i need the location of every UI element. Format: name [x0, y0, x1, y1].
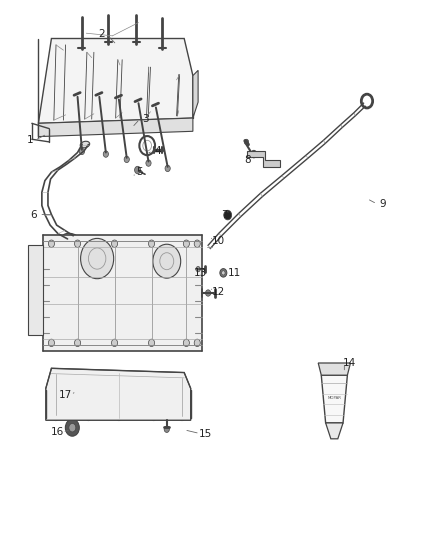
Circle shape: [69, 423, 76, 432]
Text: 3: 3: [142, 114, 148, 124]
Circle shape: [160, 48, 165, 54]
Circle shape: [79, 148, 85, 155]
Text: 17: 17: [59, 390, 72, 400]
Circle shape: [196, 266, 200, 272]
Circle shape: [106, 43, 111, 49]
Polygon shape: [325, 423, 343, 439]
Circle shape: [112, 240, 117, 247]
Circle shape: [146, 160, 151, 166]
Circle shape: [194, 240, 200, 247]
Circle shape: [103, 151, 109, 157]
Circle shape: [148, 240, 155, 247]
Text: 13: 13: [194, 268, 207, 278]
Circle shape: [184, 339, 189, 346]
Text: 5: 5: [137, 167, 143, 177]
Text: 11: 11: [228, 268, 241, 278]
Circle shape: [48, 339, 54, 346]
Circle shape: [220, 269, 227, 277]
Polygon shape: [247, 151, 280, 167]
Text: 4: 4: [155, 146, 161, 156]
Circle shape: [124, 156, 129, 163]
Text: 6: 6: [31, 209, 37, 220]
Polygon shape: [193, 70, 198, 118]
Text: 10: 10: [212, 236, 225, 246]
Polygon shape: [28, 245, 43, 335]
Circle shape: [134, 166, 141, 174]
Circle shape: [65, 419, 79, 436]
Text: 12: 12: [212, 287, 225, 297]
Circle shape: [224, 211, 232, 220]
Circle shape: [74, 339, 81, 346]
Polygon shape: [318, 363, 350, 375]
Circle shape: [116, 415, 121, 421]
Text: 15: 15: [198, 429, 212, 439]
Circle shape: [81, 238, 114, 279]
Circle shape: [244, 139, 249, 144]
Circle shape: [86, 415, 91, 421]
Circle shape: [194, 339, 200, 346]
Circle shape: [79, 48, 85, 54]
Ellipse shape: [63, 233, 78, 241]
Circle shape: [151, 415, 156, 421]
Circle shape: [184, 240, 189, 247]
Text: 7: 7: [221, 209, 227, 220]
Circle shape: [153, 244, 181, 278]
Circle shape: [48, 240, 54, 247]
Circle shape: [222, 271, 225, 275]
Polygon shape: [39, 38, 193, 123]
Text: 1: 1: [26, 135, 33, 146]
Text: 9: 9: [379, 199, 385, 209]
Circle shape: [148, 339, 155, 346]
Text: 8: 8: [244, 156, 251, 165]
Circle shape: [112, 339, 117, 346]
Text: 2: 2: [98, 29, 105, 39]
Polygon shape: [46, 368, 191, 420]
Polygon shape: [321, 375, 347, 423]
Text: MOPAR: MOPAR: [327, 396, 341, 400]
Circle shape: [180, 415, 185, 421]
Polygon shape: [43, 235, 201, 351]
Circle shape: [83, 382, 107, 411]
Circle shape: [164, 426, 170, 432]
Polygon shape: [39, 118, 193, 136]
Circle shape: [74, 240, 81, 247]
Text: 14: 14: [343, 358, 356, 368]
Circle shape: [53, 415, 58, 421]
Circle shape: [205, 290, 211, 296]
Circle shape: [134, 43, 139, 49]
Text: 16: 16: [50, 427, 64, 437]
Ellipse shape: [80, 141, 90, 148]
Circle shape: [165, 165, 170, 172]
